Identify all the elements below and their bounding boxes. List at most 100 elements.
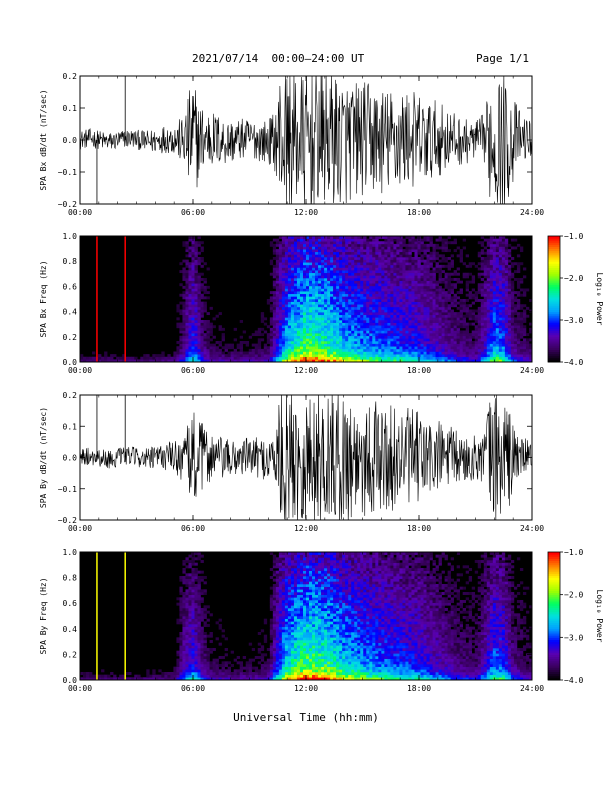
colorbar-segment	[548, 261, 560, 264]
heatmap-cell	[486, 270, 491, 274]
heatmap-cell	[185, 658, 189, 662]
heatmap-cell	[459, 288, 463, 292]
heatmap-cell	[197, 330, 201, 334]
heatmap-cell	[480, 348, 485, 352]
heatmap-cell	[339, 249, 343, 253]
heatmap-cell	[324, 264, 328, 268]
heatmap-cell	[441, 322, 445, 326]
heatmap-cell	[188, 285, 192, 289]
heatmap-cell	[363, 241, 367, 245]
x-tick-label: 18:00	[407, 366, 431, 375]
heatmap-cell	[414, 291, 418, 295]
heatmap-cell	[333, 314, 337, 318]
heatmap-cell	[354, 283, 358, 287]
heatmap-cell	[191, 304, 195, 308]
heatmap-cell	[372, 246, 376, 250]
heatmap-cell	[302, 338, 307, 342]
heatmap-cell	[275, 346, 280, 350]
heatmap-cell	[339, 327, 343, 331]
heatmap-cell	[507, 243, 512, 247]
heatmap-cell	[459, 304, 463, 308]
heatmap-cell	[203, 333, 207, 337]
heatmap-cell	[492, 288, 497, 292]
heatmap-cell	[182, 568, 186, 571]
heatmap-cell	[507, 288, 512, 292]
heatmap-cell	[233, 348, 237, 352]
heatmap-cell	[233, 338, 237, 342]
heatmap-cell	[296, 272, 301, 276]
heatmap-cell	[194, 653, 198, 657]
heatmap-cell	[390, 351, 394, 355]
heatmap-cell	[191, 605, 195, 609]
heatmap-cell	[342, 288, 346, 292]
heatmap-cell	[468, 293, 473, 297]
heatmap-cell	[318, 338, 322, 342]
colorbar-segment	[548, 299, 560, 302]
heatmap-cell	[80, 356, 84, 360]
heatmap-cell	[477, 338, 482, 342]
heatmap-cell	[516, 264, 521, 268]
heatmap-cell	[435, 280, 439, 284]
heatmap-cell	[299, 304, 304, 308]
heatmap-cell	[360, 335, 364, 339]
heatmap-cell	[290, 317, 295, 321]
heatmap-cell	[462, 301, 466, 305]
heatmap-cell	[507, 254, 512, 258]
heatmap-cell	[354, 346, 358, 350]
heatmap-cell	[302, 243, 307, 247]
heatmap-cell	[486, 262, 491, 266]
heatmap-cell	[318, 312, 322, 316]
heatmap-cell	[321, 309, 325, 313]
heatmap-cell	[176, 341, 180, 344]
heatmap-cell	[342, 275, 346, 279]
heatmap-cell	[293, 299, 298, 302]
heatmap-cell	[393, 351, 397, 355]
heatmap-cell	[456, 325, 460, 329]
heatmap-cell	[321, 280, 325, 284]
heatmap-cell	[339, 312, 343, 316]
heatmap-cell	[528, 354, 532, 358]
heatmap-cell	[275, 338, 280, 342]
heatmap-cell	[348, 314, 352, 318]
heatmap-cell	[119, 677, 123, 680]
heatmap-cell	[342, 333, 346, 337]
heatmap-cell	[489, 304, 494, 308]
heatmap-cell	[191, 586, 195, 590]
heatmap-cell	[230, 354, 234, 358]
heatmap-cell	[363, 309, 367, 313]
heatmap-cell	[483, 304, 488, 308]
heatmap-cell	[357, 285, 361, 289]
heatmap-cell	[417, 314, 421, 318]
heatmap-cell	[312, 285, 316, 289]
heatmap-cell	[173, 672, 177, 675]
heatmap-cell	[182, 613, 186, 617]
heatmap-cell	[209, 354, 213, 358]
heatmap-cell	[375, 249, 379, 253]
heatmap-cell	[456, 359, 460, 362]
heatmap-cell	[191, 642, 195, 646]
heatmap-cell	[489, 359, 494, 362]
heatmap-cell	[293, 270, 298, 274]
colorbar-segment	[548, 305, 560, 308]
heatmap-cell	[456, 317, 460, 321]
heatmap-cell	[287, 241, 292, 245]
heatmap-cell	[372, 299, 376, 302]
heatmap-cell	[290, 304, 295, 308]
heatmap-cell	[218, 356, 222, 360]
heatmap-cell	[477, 254, 482, 258]
heatmap-cell	[516, 333, 521, 337]
heatmap-cell	[290, 264, 295, 268]
heatmap-cell	[402, 314, 406, 318]
heatmap-cell	[188, 674, 192, 678]
heatmap-cell	[309, 285, 313, 289]
heatmap-cell	[290, 341, 295, 344]
heatmap-cell	[333, 264, 337, 268]
heatmap-cell	[131, 359, 135, 362]
heatmap-cell	[393, 341, 397, 344]
heatmap-cell	[450, 288, 454, 292]
heatmap-cell	[318, 356, 322, 360]
heatmap-cell	[191, 602, 195, 606]
heatmap-cell	[498, 306, 503, 310]
heatmap-cell	[504, 343, 509, 347]
